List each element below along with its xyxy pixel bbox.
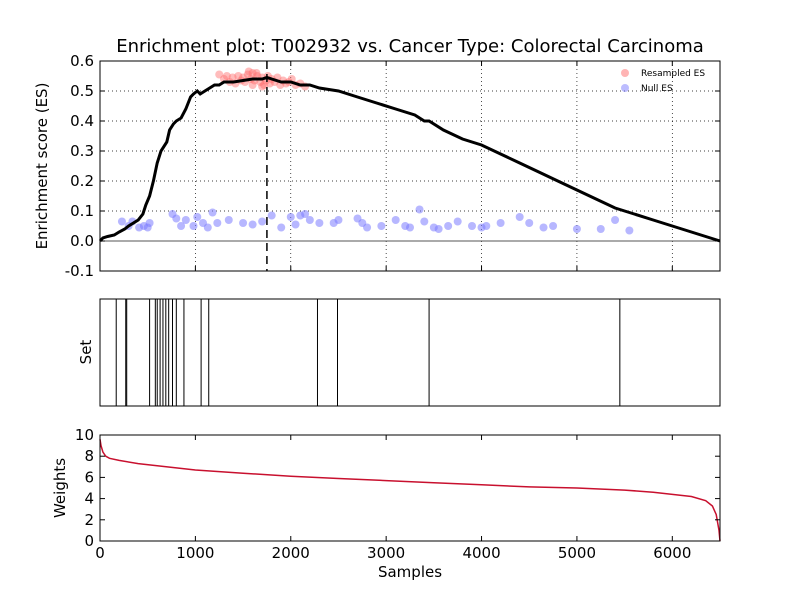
samples-x-tick-label: 0 — [95, 544, 105, 562]
null-es-point — [549, 222, 558, 230]
legend-marker-null — [621, 84, 629, 92]
weights-y-tick-label: 0 — [84, 532, 94, 550]
null-es-point — [224, 216, 233, 224]
null-es-point — [482, 222, 491, 230]
set-plot-frame — [99, 298, 721, 407]
legend-label-resampled: Resampled ES — [641, 69, 705, 79]
es-y-tick-label: 0.3 — [70, 142, 94, 160]
resampled-es-point — [244, 67, 253, 76]
null-es-point — [572, 225, 581, 233]
null-es-point — [515, 213, 524, 221]
es-y-tick-label: 0.0 — [70, 232, 94, 250]
resampled-es-point — [248, 81, 257, 89]
resampled-es-point — [243, 70, 252, 79]
null-es-point — [363, 223, 372, 232]
null-es-point — [189, 222, 198, 230]
samples-x-tick-label: 2000 — [272, 544, 310, 562]
resampled-es-point — [260, 81, 269, 89]
weights-y-tick-label: 6 — [84, 468, 94, 486]
resampled-es-point — [228, 73, 237, 82]
null-es-point — [172, 214, 181, 223]
weights-y-tick-label: 10 — [75, 426, 94, 444]
null-es-point — [596, 225, 605, 233]
null-es-point — [208, 208, 217, 217]
null-es-point — [213, 219, 222, 227]
weights-y-tick-label: 8 — [84, 447, 94, 465]
weights-y-ticks: 0 2 4 6 8 10 — [75, 426, 720, 550]
samples-x-tick-label: 4000 — [462, 544, 500, 562]
null-es-point — [277, 223, 286, 232]
resampled-es-point — [252, 69, 261, 77]
null-es-point — [334, 216, 343, 224]
legend-label-null: Null ES — [641, 84, 673, 94]
samples-x-tick-label: 1000 — [176, 544, 214, 562]
es-y-tick-label: 0.4 — [70, 112, 94, 130]
null-es-point — [301, 210, 310, 218]
es-y-tick-label: 0.2 — [70, 172, 94, 190]
null-es-point — [434, 225, 443, 233]
es-y-tick-label: 0.1 — [70, 202, 94, 220]
null-es-point — [468, 222, 476, 230]
null-es-point — [406, 223, 414, 232]
null-es-point — [444, 222, 453, 230]
es-y-tick-label: 0.6 — [70, 52, 94, 70]
es-curve — [98, 75, 721, 243]
null-es-point — [248, 220, 257, 229]
null-es-point — [496, 219, 505, 227]
resampled-es-point — [265, 79, 274, 88]
es-y-tick-label: 0.5 — [70, 82, 94, 100]
null-es-point — [525, 219, 534, 227]
null-es-point — [203, 223, 212, 232]
samples-x-tick-label: 6000 — [653, 544, 691, 562]
resampled-es-point — [258, 82, 267, 91]
null-es-point — [193, 213, 202, 221]
null-es-point — [391, 216, 400, 224]
weights-y-tick-label: 4 — [84, 490, 94, 508]
resampled-es-point — [248, 69, 257, 77]
weights-y-tick-label: 2 — [84, 511, 94, 529]
null-es-point — [611, 216, 620, 224]
null-es-point — [177, 222, 186, 230]
weights-plot-frame — [99, 434, 721, 542]
null-es-point — [420, 217, 429, 226]
enrichment-score-panel: -0.1 0.0 0.1 0.2 0.3 0.4 0.5 0.6 Enrichment sco… — [33, 52, 721, 280]
set-bars — [115, 299, 621, 406]
null-es-point — [291, 220, 300, 229]
resampled-es-point — [234, 72, 243, 80]
samples-x-ticks: 0 1000 2000 3000 4000 5000 6000 — [95, 435, 691, 562]
weights-y-axis-label: Weights — [51, 458, 69, 518]
null-es-points — [117, 205, 634, 235]
es-plot-frame — [99, 60, 721, 272]
null-es-point — [181, 216, 190, 224]
null-es-point — [258, 217, 267, 226]
null-es-point — [145, 219, 154, 227]
es-y-tick-label: -0.1 — [65, 262, 94, 280]
null-es-point — [539, 223, 548, 232]
null-es-point — [315, 219, 324, 227]
set-panel: Set — [77, 298, 721, 407]
legend: Resampled ES Null ES — [621, 69, 705, 94]
null-es-point — [453, 217, 462, 226]
samples-x-tick-label: 3000 — [367, 544, 405, 562]
es-y-axis-label: Enrichment score (ES) — [33, 83, 51, 250]
resampled-es-point — [222, 72, 231, 80]
set-y-axis-label: Set — [77, 340, 95, 365]
null-es-point — [305, 216, 314, 224]
null-es-point — [239, 219, 248, 227]
null-es-point — [377, 222, 386, 230]
legend-marker-resampled — [621, 69, 629, 77]
null-es-point — [625, 226, 634, 235]
null-es-point — [286, 213, 295, 221]
null-es-point — [117, 217, 126, 226]
chart-title: Enrichment plot: T002932 vs. Cancer Type… — [116, 36, 704, 57]
weights-curve — [99, 439, 721, 542]
resampled-es-point — [215, 70, 224, 79]
es-y-ticks: -0.1 0.0 0.1 0.2 0.3 0.4 0.5 0.6 — [65, 52, 720, 280]
null-es-point — [415, 205, 424, 214]
null-es-point — [267, 211, 276, 220]
samples-x-tick-label: 5000 — [558, 544, 596, 562]
samples-x-axis-label: Samples — [378, 563, 442, 581]
